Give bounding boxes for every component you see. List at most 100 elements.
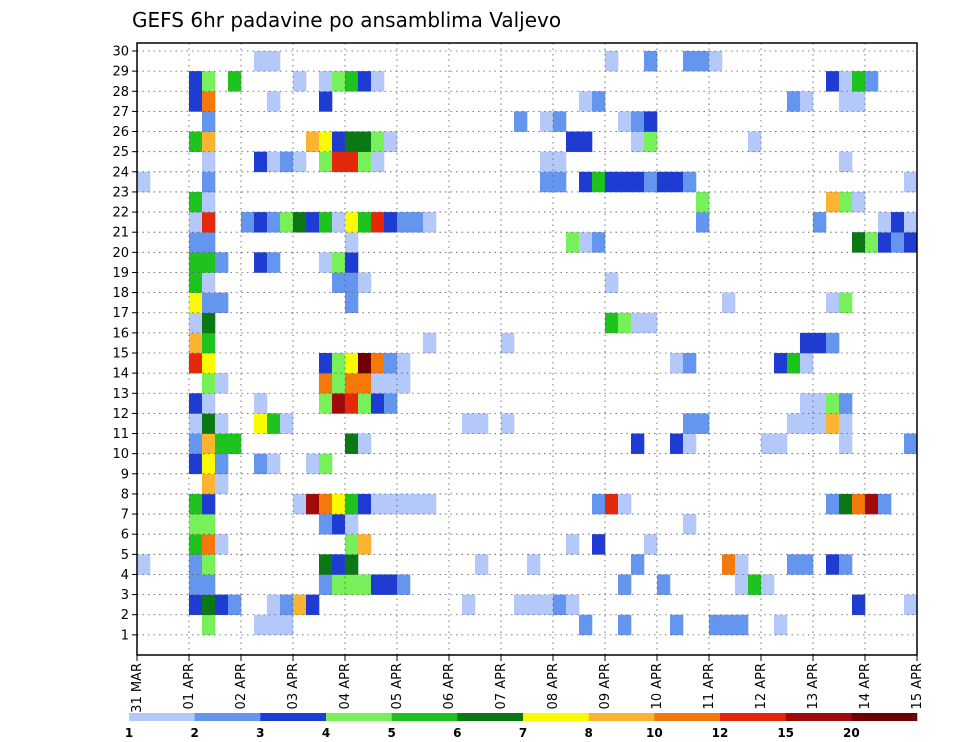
heatmap-cell bbox=[202, 594, 216, 616]
heatmap-cell bbox=[839, 91, 853, 112]
heatmap-cell bbox=[280, 151, 294, 173]
heatmap-cell bbox=[345, 212, 359, 233]
x-tick-label: 13 APR bbox=[806, 663, 821, 709]
heatmap-cell bbox=[345, 534, 359, 555]
heatmap-cell bbox=[384, 574, 398, 595]
colorbar-swatch bbox=[654, 713, 721, 721]
colorbar-swatch bbox=[588, 713, 655, 721]
y-tick-label: 2 bbox=[121, 608, 129, 623]
heatmap-cell bbox=[189, 131, 203, 152]
heatmap-cell bbox=[839, 393, 853, 414]
heatmap-cell bbox=[345, 373, 359, 394]
heatmap-cell bbox=[319, 493, 333, 515]
y-tick-label: 28 bbox=[112, 85, 129, 100]
colorbar-label: 20 bbox=[843, 726, 860, 740]
colorbar-label: 7 bbox=[519, 726, 527, 740]
heatmap-cell bbox=[371, 131, 385, 152]
heatmap-cell bbox=[189, 554, 203, 575]
heatmap-cell bbox=[592, 493, 606, 515]
colorbar-label: 4 bbox=[322, 726, 330, 740]
heatmap-cell bbox=[748, 574, 762, 595]
heatmap-cell bbox=[319, 131, 333, 152]
heatmap-cell bbox=[735, 554, 749, 575]
heatmap-cell bbox=[358, 212, 372, 233]
heatmap-cell bbox=[345, 574, 359, 595]
heatmap-cell bbox=[878, 232, 892, 253]
x-tick-label: 11 APR bbox=[702, 663, 717, 709]
heatmap-cell bbox=[540, 171, 554, 193]
heatmap-cell bbox=[683, 413, 697, 434]
heatmap-cell bbox=[852, 493, 866, 515]
heatmap-cell bbox=[319, 252, 333, 273]
heatmap-cell bbox=[371, 373, 385, 394]
heatmap-cell bbox=[202, 332, 216, 354]
colorbar-label: 8 bbox=[584, 726, 592, 740]
heatmap-cell bbox=[202, 493, 216, 515]
heatmap-cell bbox=[722, 292, 736, 314]
y-tick-label: 29 bbox=[112, 65, 129, 80]
heatmap-cell bbox=[280, 594, 294, 616]
y-tick-label: 13 bbox=[112, 387, 129, 402]
heatmap-cell bbox=[345, 292, 359, 314]
heatmap-cell bbox=[202, 212, 216, 233]
heatmap-cell bbox=[397, 373, 411, 394]
heatmap-cell bbox=[202, 514, 216, 535]
heatmap-cell bbox=[631, 312, 645, 334]
heatmap-cell bbox=[839, 554, 853, 575]
heatmap-cell bbox=[605, 51, 619, 72]
heatmap-cell bbox=[579, 171, 593, 193]
heatmap-cell bbox=[852, 594, 866, 616]
heatmap-cell bbox=[800, 332, 814, 354]
heatmap-cell bbox=[579, 614, 593, 636]
heatmap-cell bbox=[735, 574, 749, 595]
heatmap-cell bbox=[683, 171, 697, 193]
heatmap-cell bbox=[332, 373, 346, 394]
y-tick-label: 5 bbox=[121, 548, 129, 563]
heatmap-cell bbox=[709, 614, 723, 636]
heatmap-cell bbox=[332, 353, 346, 374]
colorbar-label: 10 bbox=[646, 726, 663, 740]
heatmap-cell bbox=[319, 71, 333, 92]
colorbar-label: 3 bbox=[256, 726, 264, 740]
heatmap-cell bbox=[865, 493, 879, 515]
heatmap-cell bbox=[878, 212, 892, 233]
y-tick-label: 24 bbox=[112, 165, 129, 180]
heatmap-cell bbox=[267, 51, 281, 72]
heatmap-cell bbox=[137, 171, 151, 193]
heatmap-cell bbox=[189, 232, 203, 253]
heatmap-cell bbox=[423, 332, 437, 354]
y-tick-label: 16 bbox=[112, 326, 129, 341]
heatmap-cell bbox=[215, 252, 229, 273]
heatmap-cell bbox=[826, 413, 840, 434]
heatmap-cell bbox=[189, 71, 203, 92]
heatmap-cell bbox=[189, 332, 203, 354]
heatmap-cell bbox=[527, 554, 541, 575]
heatmap-cell bbox=[202, 413, 216, 434]
heatmap-cell bbox=[566, 232, 580, 253]
colorbar-swatch bbox=[194, 713, 261, 721]
colorbar-label: 1 bbox=[125, 726, 133, 740]
heatmap-cell bbox=[215, 413, 229, 434]
heatmap-cell bbox=[462, 413, 476, 434]
heatmap-cell bbox=[787, 554, 801, 575]
heatmap-cell bbox=[644, 171, 658, 193]
heatmap-cell bbox=[345, 514, 359, 535]
heatmap-cell bbox=[345, 252, 359, 273]
heatmap-cell bbox=[618, 312, 632, 334]
y-tick-label: 14 bbox=[112, 367, 129, 382]
heatmap-cell bbox=[202, 534, 216, 555]
heatmap-cell bbox=[267, 413, 281, 434]
heatmap-cells bbox=[137, 51, 918, 636]
heatmap-cell bbox=[254, 51, 268, 72]
heatmap-cell bbox=[657, 574, 671, 595]
heatmap-cell bbox=[904, 594, 918, 616]
heatmap-cell bbox=[514, 594, 528, 616]
heatmap-cell bbox=[397, 574, 411, 595]
heatmap-cell bbox=[696, 191, 710, 213]
heatmap-cell bbox=[553, 151, 567, 173]
colorbar-label: 2 bbox=[190, 726, 198, 740]
heatmap-cell bbox=[306, 212, 320, 233]
heatmap-cell bbox=[306, 131, 320, 152]
heatmap-cell bbox=[189, 433, 203, 454]
heatmap-cell bbox=[475, 413, 489, 434]
